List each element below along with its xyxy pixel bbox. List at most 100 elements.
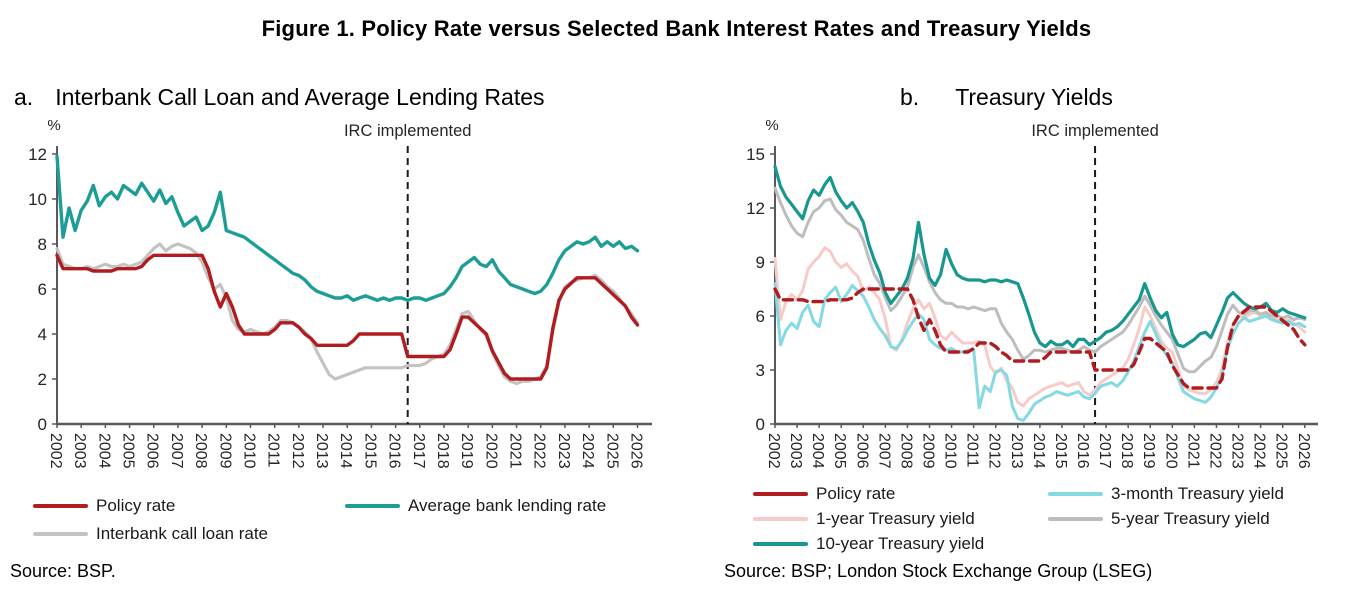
chart-a-legend: Policy rate Interbank call loan rate Avera… <box>33 492 606 548</box>
series-1-year-treasury-yield <box>773 246 1307 408</box>
chart-a-canvas: 0 2 4 6 8 10 12 2002 2003 2004 2005 2006 2007 2008 200… <box>28 117 652 469</box>
legend-column: Policy rate 1-year Treasury yield 10-year … <box>753 481 1048 556</box>
legend-item: Policy rate <box>753 481 1048 506</box>
y-axis-unit-label: % <box>47 117 60 134</box>
x-tick-label: 2013 <box>313 433 330 469</box>
x-tick-label: 2024 <box>1251 433 1268 469</box>
legend-line-swatch <box>753 491 808 496</box>
x-tick-label: 2009 <box>920 433 937 469</box>
legend-label: Policy rate <box>96 496 176 515</box>
series-10-year-treasury-yield <box>773 164 1307 349</box>
y-tick-label: 0 <box>38 415 47 434</box>
y-tick-label: 9 <box>756 253 765 272</box>
legend-line-swatch <box>33 504 88 508</box>
x-tick-label: 2016 <box>1074 433 1091 469</box>
x-tick-label: 2015 <box>361 433 378 469</box>
x-tick-label: 2013 <box>1008 433 1025 469</box>
y-tick-label: 2 <box>38 370 47 389</box>
x-tick-label: 2010 <box>942 433 959 469</box>
x-tick-label: 2026 <box>627 433 644 469</box>
x-tick-label: 2005 <box>120 433 137 469</box>
panel-b-source: Source: BSP; London Stock Exchange Group… <box>724 561 1153 581</box>
x-tick-label: 2021 <box>507 433 524 469</box>
x-tick-label: 2019 <box>458 433 475 469</box>
panel-b-heading: b. Treasury Yields <box>900 84 1113 111</box>
y-tick-label: 6 <box>756 307 765 326</box>
legend-line-swatch <box>345 504 400 508</box>
x-tick-label: 2019 <box>1140 433 1157 469</box>
y-axis-unit-label: % <box>765 117 778 134</box>
x-tick-label: 2026 <box>1295 433 1312 469</box>
x-tick-label: 2020 <box>482 433 499 469</box>
x-tick-label: 2006 <box>853 433 870 469</box>
x-tick-label: 2017 <box>1096 433 1113 469</box>
x-tick-label: 2023 <box>1229 433 1246 469</box>
chart-b-legend: Policy rate 1-year Treasury yield 10-year … <box>753 481 1284 556</box>
x-tick-label: 2005 <box>831 433 848 469</box>
panel-a-heading-text: Interbank Call Loan and Average Lending … <box>55 84 545 110</box>
legend-line-swatch <box>753 516 808 521</box>
x-tick-label: 2008 <box>897 433 914 469</box>
y-tick-label: 0 <box>756 415 765 434</box>
panel-a-heading: a. Interbank Call Loan and Average Lendin… <box>14 84 545 111</box>
x-tick-label: 2004 <box>95 433 112 469</box>
x-tick-label: 2023 <box>555 433 572 469</box>
x-tick-label: 2016 <box>386 433 403 469</box>
series-policy-rate <box>55 253 640 381</box>
panel-a-index-label: a. <box>14 84 34 110</box>
legend-column: 3-month Treasury yield 5-year Treasury yi… <box>1048 481 1284 556</box>
x-tick-label: 2009 <box>216 433 233 469</box>
panel-b-heading-text: Treasury Yields <box>955 84 1113 110</box>
x-tick-label: 2004 <box>809 433 826 469</box>
y-tick-label: 12 <box>28 145 47 164</box>
legend-label: 1-year Treasury yield <box>816 508 975 528</box>
legend-line-swatch <box>753 541 808 546</box>
x-tick-label: 2014 <box>337 433 354 469</box>
legend-line-swatch <box>1048 516 1103 521</box>
x-tick-label: 2011 <box>265 433 282 468</box>
x-tick-label: 2025 <box>1273 433 1290 469</box>
legend-item: Interbank call loan rate <box>33 520 345 548</box>
x-tick-label: 2008 <box>192 433 209 469</box>
x-tick-label: 2007 <box>875 433 892 469</box>
x-tick-label: 2012 <box>289 433 306 469</box>
x-tick-label: 2018 <box>434 433 451 469</box>
x-tick-label: 2022 <box>1206 433 1223 469</box>
legend-item: 1-year Treasury yield <box>753 506 1048 531</box>
x-tick-label: 2002 <box>47 433 64 469</box>
series-5-year-treasury-yield <box>773 186 1307 374</box>
legend-column: Policy rate Interbank call loan rate <box>33 492 345 548</box>
series-policy-rate <box>773 287 1307 390</box>
y-tick-label: 4 <box>38 325 47 344</box>
legend-column: Average bank lending rate <box>345 492 606 548</box>
x-tick-label: 2024 <box>579 433 596 469</box>
x-tick-label: 2017 <box>410 433 427 469</box>
legend-label: 10-year Treasury yield <box>816 533 985 553</box>
x-tick-label: 2015 <box>1052 433 1069 469</box>
x-tick-label: 2011 <box>964 433 981 468</box>
x-tick-label: 2003 <box>71 433 88 469</box>
y-tick-label: 8 <box>38 235 47 254</box>
panel-b-index-label: b. <box>900 84 920 110</box>
legend-item: 10-year Treasury yield <box>753 531 1048 556</box>
x-tick-label: 2002 <box>765 433 782 469</box>
legend-line-swatch <box>33 532 88 536</box>
series-average-bank-lending-rate <box>55 154 640 303</box>
y-tick-label: 15 <box>746 145 765 164</box>
x-tick-label: 2003 <box>787 433 804 469</box>
legend-label: Policy rate <box>816 483 896 503</box>
x-tick-label: 2020 <box>1162 433 1179 469</box>
legend-label: Interbank call loan rate <box>96 524 268 543</box>
x-tick-label: 2012 <box>986 433 1003 469</box>
x-tick-label: 2006 <box>144 433 161 469</box>
legend-item: Policy rate <box>33 492 345 520</box>
y-tick-label: 12 <box>746 199 765 218</box>
x-tick-label: 2014 <box>1030 433 1047 469</box>
x-tick-label: 2010 <box>240 433 257 469</box>
x-tick-label: 2021 <box>1184 433 1201 469</box>
x-tick-label: 2022 <box>531 433 548 469</box>
legend-label: 5-year Treasury yield <box>1111 508 1270 528</box>
legend-item: 3-month Treasury yield <box>1048 481 1284 506</box>
legend-item: Average bank lending rate <box>345 492 606 520</box>
